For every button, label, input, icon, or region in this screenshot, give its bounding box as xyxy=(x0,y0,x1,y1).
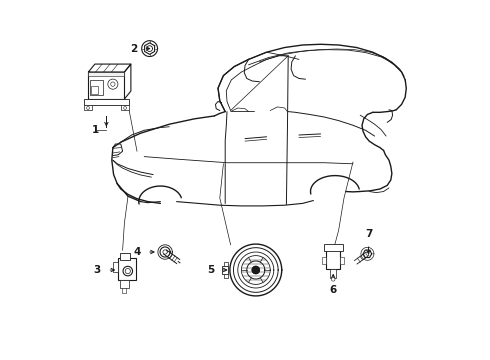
Bar xyxy=(84,99,129,105)
Text: 3: 3 xyxy=(94,265,101,275)
Bar xyxy=(120,280,129,288)
Text: 2: 2 xyxy=(130,44,137,54)
Bar xyxy=(324,244,343,251)
Bar xyxy=(88,72,124,99)
Circle shape xyxy=(111,82,115,86)
Bar xyxy=(113,262,118,272)
Bar xyxy=(121,105,129,110)
Text: 7: 7 xyxy=(365,229,372,239)
Bar xyxy=(224,274,228,278)
Bar xyxy=(326,249,341,269)
Bar xyxy=(118,258,136,280)
Bar xyxy=(120,253,130,260)
Text: 4: 4 xyxy=(133,247,141,257)
Circle shape xyxy=(331,278,335,281)
Bar xyxy=(84,105,92,110)
Text: 5: 5 xyxy=(207,265,215,275)
Bar xyxy=(90,80,103,95)
Bar xyxy=(341,257,344,264)
Bar xyxy=(91,86,98,94)
Circle shape xyxy=(252,266,259,274)
Text: 1: 1 xyxy=(92,125,99,135)
Circle shape xyxy=(87,107,90,109)
Text: 6: 6 xyxy=(330,285,337,295)
Bar xyxy=(330,269,336,278)
Circle shape xyxy=(123,107,126,109)
Bar xyxy=(88,72,124,76)
Circle shape xyxy=(108,79,118,89)
Bar xyxy=(322,257,326,264)
Bar xyxy=(222,266,228,274)
Bar xyxy=(122,288,126,293)
Bar xyxy=(224,262,228,266)
Circle shape xyxy=(123,266,132,276)
Circle shape xyxy=(125,269,130,274)
